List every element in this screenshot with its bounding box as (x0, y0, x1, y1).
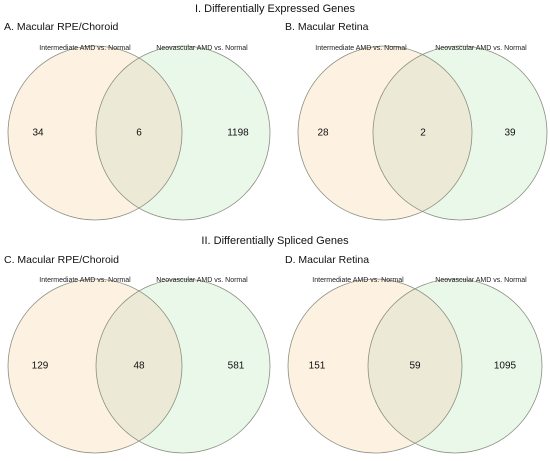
left-set-label: Intermediate AMD vs. Normal (312, 277, 404, 284)
right-set-label: Neovascular AMD vs. Normal (156, 45, 248, 52)
panel-c-title: C. Macular RPE/Choroid (4, 254, 119, 266)
panel-b-title: B. Macular Retina (285, 21, 369, 33)
left-only-count: 28 (317, 127, 329, 139)
left-set-label: Intermediate AMD vs. Normal (39, 277, 131, 284)
left-only-count: 151 (308, 360, 326, 372)
overlap-region (368, 288, 462, 444)
overlap-count: 59 (409, 360, 421, 372)
overlap-region (373, 54, 472, 212)
venn-diagram (287, 278, 543, 454)
right-set-label: Neovascular AMD vs. Normal (435, 277, 527, 284)
right-set-outline (95, 45, 271, 221)
right-only-count: 1198 (227, 127, 249, 139)
left-set-label: Intermediate AMD vs. Normal (39, 45, 131, 52)
overlap-count: 48 (133, 360, 145, 372)
left-only-count: 129 (31, 360, 49, 372)
section-title-spliced: II. Differentially Spliced Genes (201, 235, 349, 247)
right-set-label: Neovascular AMD vs. Normal (435, 45, 527, 52)
venn-panel-d: Intermediate AMD vs. Normal Neovascular … (275, 271, 550, 461)
right-set-label: Neovascular AMD vs. Normal (156, 277, 248, 284)
venn-diagram (7, 45, 271, 221)
right-set-outline (372, 45, 548, 221)
venn-panel-a: Intermediate AMD vs. Normal Neovascular … (0, 38, 275, 228)
overlap-region (96, 57, 182, 209)
overlap-count: 2 (420, 127, 426, 139)
venn-panel-b: Intermediate AMD vs. Normal Neovascular … (275, 38, 550, 228)
left-set-outline (7, 45, 183, 221)
panel-a-title: A. Macular RPE/Choroid (4, 21, 119, 33)
overlap-region (96, 290, 182, 442)
venn-panel-c: Intermediate AMD vs. Normal Neovascular … (0, 271, 275, 461)
left-set-label: Intermediate AMD vs. Normal (315, 45, 407, 52)
left-only-count: 34 (32, 127, 44, 139)
right-only-count: 39 (504, 127, 516, 139)
right-only-count: 1095 (493, 360, 517, 372)
panel-d-title: D. Macular Retina (285, 254, 370, 266)
section-title-expressed: I. Differentially Expressed Genes (195, 3, 355, 15)
overlap-count: 6 (136, 127, 142, 139)
right-only-count: 581 (227, 360, 245, 372)
venn-diagram (297, 45, 548, 221)
left-set-outline (297, 45, 473, 221)
